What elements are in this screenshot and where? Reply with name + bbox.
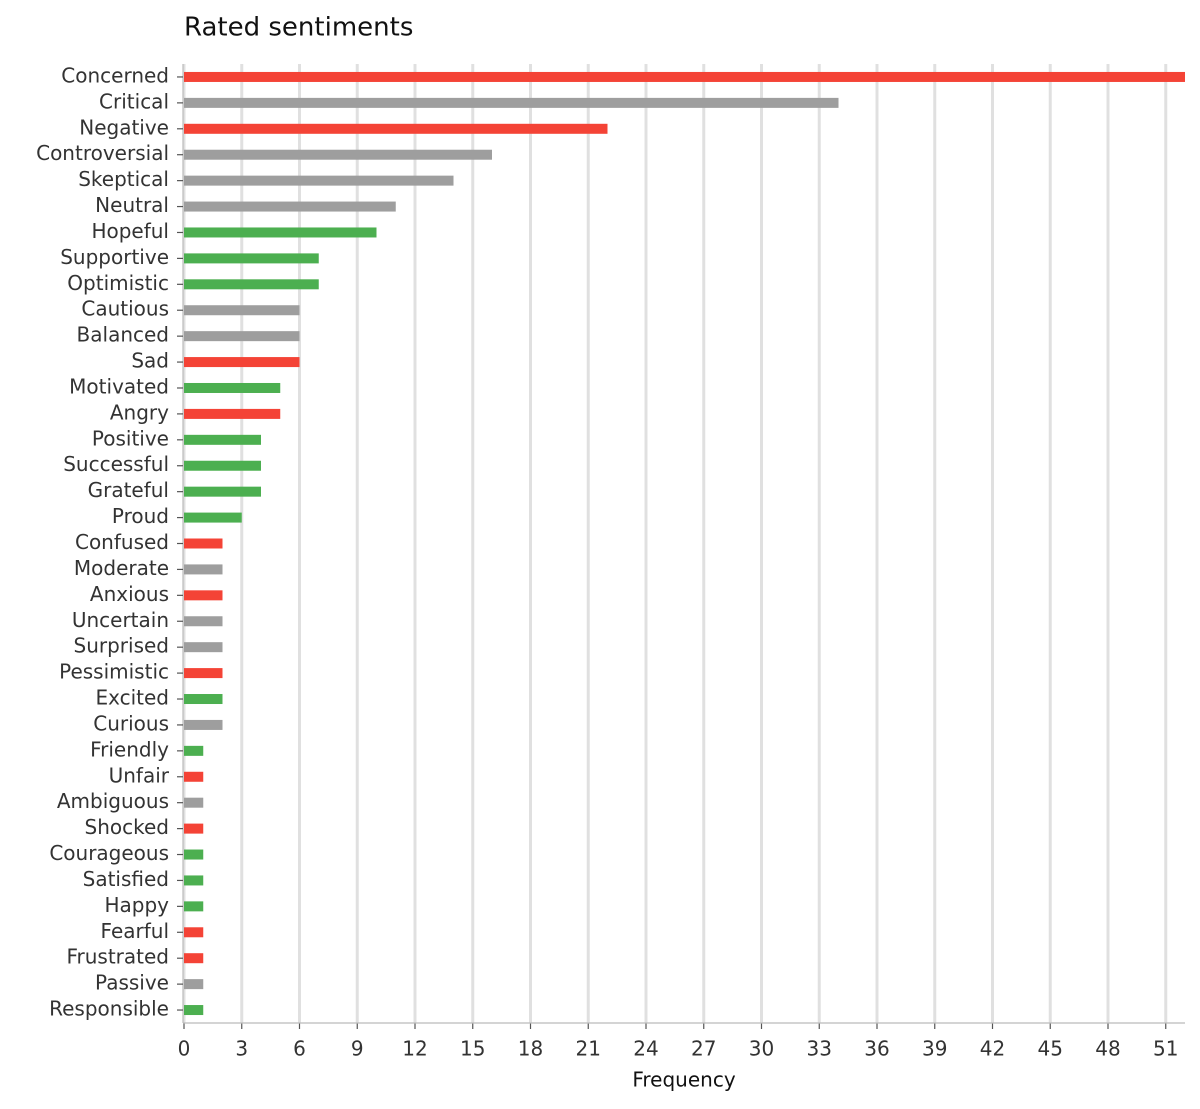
x-tick-label: 3 bbox=[235, 1037, 248, 1061]
y-tick-label: Skeptical bbox=[78, 167, 169, 191]
bar bbox=[184, 745, 204, 756]
bar bbox=[184, 901, 204, 912]
bar bbox=[184, 97, 839, 108]
bar bbox=[184, 408, 281, 419]
y-tick-label: Grateful bbox=[88, 478, 169, 502]
y-tick-label: Anxious bbox=[90, 582, 169, 606]
bar bbox=[184, 642, 223, 653]
bar bbox=[184, 979, 204, 990]
bar bbox=[184, 927, 204, 938]
bar bbox=[184, 201, 396, 212]
bar bbox=[184, 123, 608, 134]
x-tick-label: 6 bbox=[293, 1037, 306, 1061]
x-tick-label: 9 bbox=[351, 1037, 364, 1061]
y-tick-label: Curious bbox=[93, 711, 169, 735]
y-tick-label: Negative bbox=[79, 115, 169, 139]
y-tick-label: Critical bbox=[99, 89, 169, 113]
bar bbox=[184, 486, 261, 497]
y-tick-label: Ambiguous bbox=[57, 789, 169, 813]
x-tick-label: 21 bbox=[576, 1037, 601, 1061]
bar bbox=[184, 694, 223, 705]
bar bbox=[184, 875, 204, 886]
x-tick-label: 0 bbox=[178, 1037, 191, 1061]
y-tick-label: Unfair bbox=[109, 763, 170, 787]
y-tick-label: Positive bbox=[92, 426, 169, 450]
bar bbox=[184, 305, 300, 316]
bar bbox=[184, 227, 377, 238]
x-tick-label: 45 bbox=[1038, 1037, 1063, 1061]
y-tick-label: Satisfied bbox=[83, 867, 169, 891]
bar bbox=[184, 512, 242, 523]
x-tick-label: 30 bbox=[749, 1037, 774, 1061]
y-tick-label: Sad bbox=[131, 349, 169, 373]
bar bbox=[184, 849, 204, 860]
y-tick-label: Friendly bbox=[90, 737, 169, 761]
x-tick-label: 24 bbox=[633, 1037, 658, 1061]
bar bbox=[184, 1005, 204, 1016]
x-tick-label: 42 bbox=[980, 1037, 1005, 1061]
x-tick-label: 48 bbox=[1095, 1037, 1120, 1061]
y-tick-label: Responsible bbox=[49, 997, 169, 1021]
x-axis-label: Frequency bbox=[632, 1068, 735, 1092]
bar bbox=[184, 590, 223, 601]
x-tick-label: 12 bbox=[402, 1037, 427, 1061]
x-tick-label: 33 bbox=[807, 1037, 832, 1061]
bar bbox=[184, 823, 204, 834]
y-tick-label: Concerned bbox=[61, 63, 169, 87]
x-tick-label: 39 bbox=[922, 1037, 947, 1061]
bar bbox=[184, 668, 223, 679]
y-tick-label: Surprised bbox=[74, 634, 170, 658]
y-tick-label: Confused bbox=[75, 530, 169, 554]
bar bbox=[184, 149, 492, 160]
bar bbox=[184, 175, 454, 186]
bar bbox=[184, 538, 223, 549]
y-tick-label: Hopeful bbox=[91, 219, 169, 243]
bar bbox=[184, 616, 223, 627]
y-tick-label: Moderate bbox=[74, 556, 169, 580]
y-tick-label: Cautious bbox=[81, 297, 169, 321]
y-tick-label: Pessimistic bbox=[59, 660, 169, 684]
bar bbox=[184, 71, 1185, 82]
x-tick-label: 15 bbox=[460, 1037, 485, 1061]
y-tick-label: Excited bbox=[95, 686, 169, 710]
y-tick-label: Supportive bbox=[60, 245, 169, 269]
bar bbox=[184, 382, 281, 393]
x-tick-label: 18 bbox=[518, 1037, 543, 1061]
y-tick-label: Angry bbox=[110, 400, 169, 424]
x-tick-label: 27 bbox=[691, 1037, 716, 1061]
bar bbox=[184, 564, 223, 575]
chart-title: Rated sentiments bbox=[184, 13, 413, 43]
bar bbox=[184, 434, 261, 445]
bar bbox=[184, 719, 223, 730]
y-tick-label: Fearful bbox=[101, 919, 169, 943]
bar bbox=[184, 797, 204, 808]
y-tick-label: Uncertain bbox=[72, 608, 169, 632]
bar bbox=[184, 953, 204, 964]
y-tick-label: Controversial bbox=[36, 141, 169, 165]
x-tick-label: 36 bbox=[864, 1037, 889, 1061]
bar bbox=[184, 253, 319, 264]
x-tick-label: 51 bbox=[1153, 1037, 1178, 1061]
y-tick-label: Happy bbox=[104, 893, 169, 917]
bar bbox=[184, 331, 300, 342]
y-tick-label: Courageous bbox=[49, 841, 169, 865]
bar bbox=[184, 357, 300, 368]
y-tick-label: Shocked bbox=[85, 815, 169, 839]
y-tick-label: Proud bbox=[112, 504, 169, 528]
y-tick-label: Neutral bbox=[95, 193, 169, 217]
y-tick-label: Passive bbox=[95, 971, 169, 995]
y-tick-label: Optimistic bbox=[67, 271, 169, 295]
y-tick-label: Frustrated bbox=[66, 945, 169, 969]
y-tick-label: Successful bbox=[63, 452, 169, 476]
bar bbox=[184, 460, 261, 471]
y-tick-label: Balanced bbox=[77, 323, 169, 347]
bar bbox=[184, 771, 204, 782]
y-tick-label: Motivated bbox=[69, 374, 169, 398]
bar bbox=[184, 279, 319, 290]
